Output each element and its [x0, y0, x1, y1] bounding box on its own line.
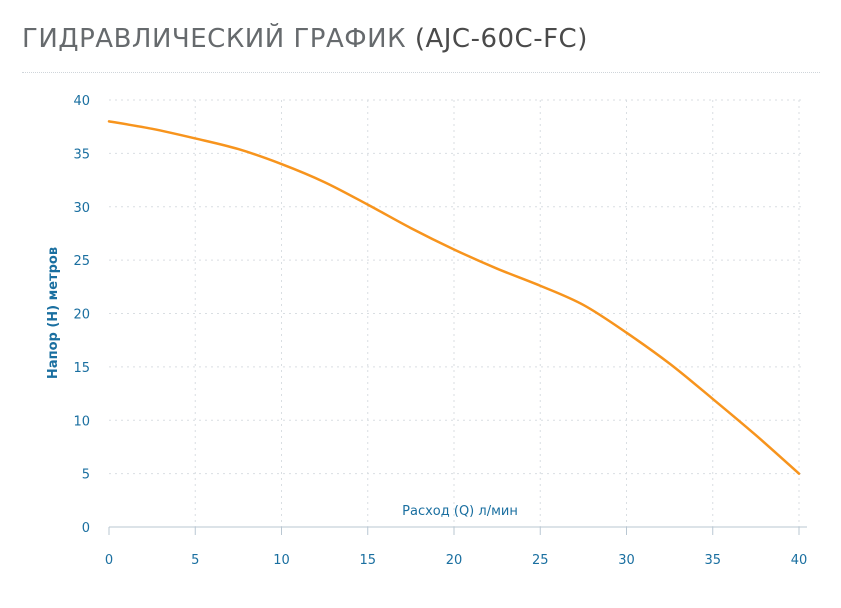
chart-title: ГИДРАВЛИЧЕСКИЙ ГРАФИК (AJC-60C-FC)	[22, 24, 588, 54]
x-tick-label: 20	[446, 553, 463, 568]
x-tick-label: 35	[704, 553, 721, 568]
y-tick-label: 15	[73, 361, 90, 376]
y-tick-label: 30	[73, 201, 90, 216]
y-tick-label: 0	[82, 521, 90, 536]
y-tick-label: 20	[73, 308, 90, 323]
y-axis-label: Напор (H) метров	[46, 247, 61, 379]
x-tick-label: 30	[618, 553, 635, 568]
grid	[109, 99, 801, 527]
y-tick-label: 5	[82, 468, 90, 483]
y-tick-label: 10	[73, 414, 90, 429]
x-tick-label: 15	[359, 553, 376, 568]
x-tick-label: 25	[532, 553, 549, 568]
x-tick-label: 40	[791, 553, 808, 568]
x-tick-label: 5	[191, 553, 199, 568]
chart-title-main: ГИДРАВЛИЧЕСКИЙ ГРАФИК	[22, 24, 407, 54]
x-tick-label: 0	[105, 553, 113, 568]
axes	[108, 526, 807, 535]
y-tick-label: 35	[73, 147, 90, 162]
y-tick-labels: 0 5 10 15 20 25 30 35 40	[73, 94, 90, 536]
title-divider	[22, 72, 820, 73]
x-tick-label: 10	[273, 553, 290, 568]
head-curve-line	[107, 120, 801, 475]
x-axis-label: Расход (Q) л/мин	[402, 504, 518, 519]
chart-title-model: (AJC-60C-FC)	[414, 24, 588, 54]
y-tick-label: 25	[73, 254, 90, 269]
x-tick-labels: 0 5 10 15 20 25 30 35 40	[105, 553, 807, 568]
y-tick-label: 40	[73, 94, 90, 109]
